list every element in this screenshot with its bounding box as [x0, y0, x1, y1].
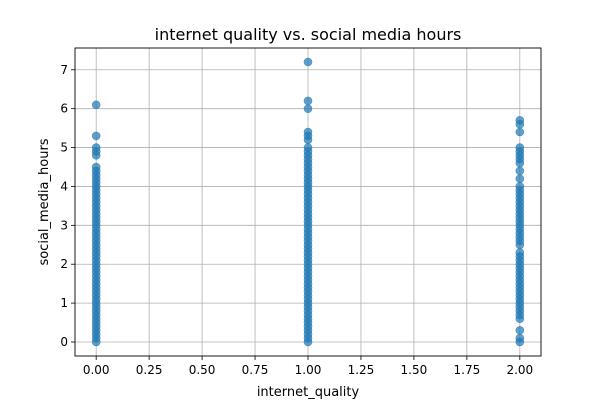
x-axis-label: internet_quality [257, 385, 360, 400]
scatter-point [515, 116, 525, 125]
scatter-point [515, 248, 525, 257]
scatter-point [91, 131, 101, 141]
y-tick-label: 4 [60, 179, 68, 193]
scatter-point [515, 127, 525, 137]
y-tick-label: 0 [60, 335, 68, 349]
x-tick-label: 0.00 [83, 363, 110, 377]
chart-title: internet quality vs. social media hours [155, 25, 462, 44]
y-tick-label: 3 [60, 218, 68, 232]
scatter-point [515, 166, 525, 176]
y-tick-label: 5 [60, 141, 68, 155]
scatter-point [515, 326, 525, 335]
x-axis-ticks: 0.00 0.25 0.50 0.75 1.00 1.25 1.50 1.75 2.00 [83, 356, 533, 377]
scatter-point [515, 333, 525, 343]
x-tick-label: 0.50 [189, 363, 216, 377]
x-tick-label: 1.75 [454, 363, 481, 377]
scatter-point [303, 104, 313, 113]
scatter-point [515, 174, 525, 183]
scatter-point [91, 100, 101, 110]
y-tick-label: 2 [60, 257, 68, 271]
x-tick-label: 2.00 [506, 363, 533, 377]
x-tick-label: 0.25 [136, 363, 163, 377]
x-tick-label: 1.00 [295, 363, 322, 377]
scatter-point [303, 57, 313, 67]
y-tick-label: 7 [60, 63, 68, 77]
y-axis-ticks: 0 1 2 3 4 5 6 7 [60, 63, 75, 349]
y-axis-label: social_media_hours [37, 138, 52, 265]
data-points [91, 57, 525, 347]
y-tick-label: 1 [60, 296, 68, 310]
scatter-point [515, 143, 525, 152]
scatter-point [91, 162, 101, 172]
scatter-point [515, 182, 525, 191]
y-tick-label: 6 [60, 102, 68, 116]
x-tick-label: 1.50 [401, 363, 428, 377]
x-tick-label: 0.75 [242, 363, 269, 377]
x-tick-label: 1.25 [348, 363, 375, 377]
scatter-point [303, 127, 313, 137]
scatter-point [91, 143, 101, 152]
scatter-point [303, 96, 313, 106]
scatter-point [303, 143, 313, 152]
